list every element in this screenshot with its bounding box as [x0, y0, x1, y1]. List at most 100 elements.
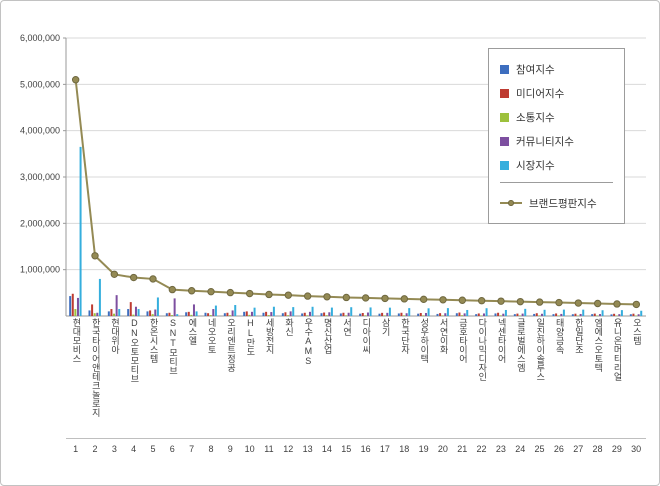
line-marker: [323, 293, 331, 301]
rank-label: 27: [573, 444, 584, 454]
bar: [513, 314, 516, 316]
bar: [132, 314, 135, 316]
rank-label: 15: [341, 444, 352, 454]
bar: [76, 297, 79, 316]
bar: [151, 314, 154, 316]
line-marker: [477, 297, 486, 305]
line-marker: [535, 298, 544, 306]
rank-label: 9: [227, 444, 233, 454]
line-marker: [361, 294, 370, 302]
bar: [577, 315, 580, 316]
bar: [250, 311, 253, 316]
bar: [98, 278, 101, 316]
bar: [497, 312, 500, 316]
line-marker: [400, 295, 409, 303]
bar: [637, 314, 640, 316]
bar: [69, 296, 72, 316]
communication-swatch-icon: [500, 112, 509, 122]
bar: [475, 314, 478, 316]
line-marker: [168, 285, 177, 294]
bar: [593, 313, 596, 316]
bar: [618, 314, 621, 316]
bar: [408, 308, 411, 316]
bar: [482, 313, 485, 316]
line-marker: [613, 300, 621, 308]
line-marker: [226, 288, 235, 297]
bar: [330, 307, 333, 316]
bar: [533, 313, 536, 316]
legend-label: 시장지수: [516, 159, 555, 172]
category-label: 한일단조: [573, 318, 584, 354]
bar: [149, 310, 152, 316]
bar: [458, 312, 461, 316]
category-label: 다이나믹디자인: [477, 318, 488, 381]
rank-label: 4: [131, 444, 137, 454]
bar: [342, 312, 345, 316]
bar: [424, 312, 427, 316]
category-label: SNT모티브: [168, 318, 179, 375]
line-marker: [91, 252, 99, 260]
category-label: 오리엔트정공: [226, 318, 236, 372]
category-label: 디아이씨: [361, 318, 372, 354]
bar: [427, 308, 430, 316]
legend-item-market-index: 시장지수: [500, 153, 613, 177]
bar: [96, 312, 99, 316]
bar: [287, 315, 290, 316]
category-label: 서연: [341, 318, 352, 336]
bar: [245, 311, 248, 316]
line-marker: [574, 299, 583, 307]
category-label: DN오토모티브: [129, 318, 140, 383]
category-label: 서연이화: [438, 318, 449, 354]
bar: [477, 313, 480, 316]
line-marker: [303, 292, 312, 300]
line-marker: [555, 298, 563, 307]
bar: [292, 307, 295, 316]
legend-label: 참여지수: [516, 63, 555, 76]
bar: [328, 312, 331, 316]
bar: [400, 312, 403, 316]
bar: [91, 304, 94, 316]
bar: [635, 315, 638, 316]
bar: [134, 306, 137, 316]
bar: [212, 309, 215, 316]
bar: [226, 312, 229, 316]
bar: [620, 310, 623, 316]
bar: [366, 312, 369, 316]
bar: [591, 314, 594, 316]
market-swatch-icon: [500, 160, 509, 170]
bar: [444, 313, 447, 316]
category-label: 한국단자: [399, 318, 410, 354]
bar: [560, 313, 563, 316]
bar: [386, 312, 389, 316]
y-tick-label: 2,000,000: [20, 218, 60, 228]
rank-label: 8: [208, 444, 214, 454]
rank-label: 28: [592, 444, 603, 454]
rank-label: 22: [476, 444, 487, 454]
rank-label: 25: [534, 444, 545, 454]
bar: [204, 312, 207, 316]
rank-label: 6: [169, 444, 175, 454]
bar: [127, 309, 130, 316]
category-label: HL만도: [245, 318, 256, 356]
y-tick-label: 4,000,000: [20, 126, 60, 136]
category-label: 성우하이텍: [419, 318, 430, 363]
bar: [461, 315, 464, 316]
bar: [455, 313, 458, 316]
bar: [71, 293, 74, 316]
bar: [234, 305, 237, 316]
bar: [613, 313, 616, 316]
bar: [601, 310, 604, 316]
legend-item-communication-index: 소통지수: [500, 105, 613, 129]
rank-label: 19: [418, 444, 429, 454]
bar: [289, 311, 292, 316]
bar: [207, 313, 210, 316]
rank-label: 5: [150, 444, 156, 454]
category-label: 한국타이어앤테크놀로지: [90, 318, 101, 417]
bar: [369, 307, 372, 316]
bar: [190, 314, 193, 316]
rank-label: 10: [244, 444, 255, 454]
bar: [555, 313, 558, 316]
category-label: 에스엘: [187, 318, 198, 345]
y-tick-label: 5,000,000: [20, 79, 60, 89]
